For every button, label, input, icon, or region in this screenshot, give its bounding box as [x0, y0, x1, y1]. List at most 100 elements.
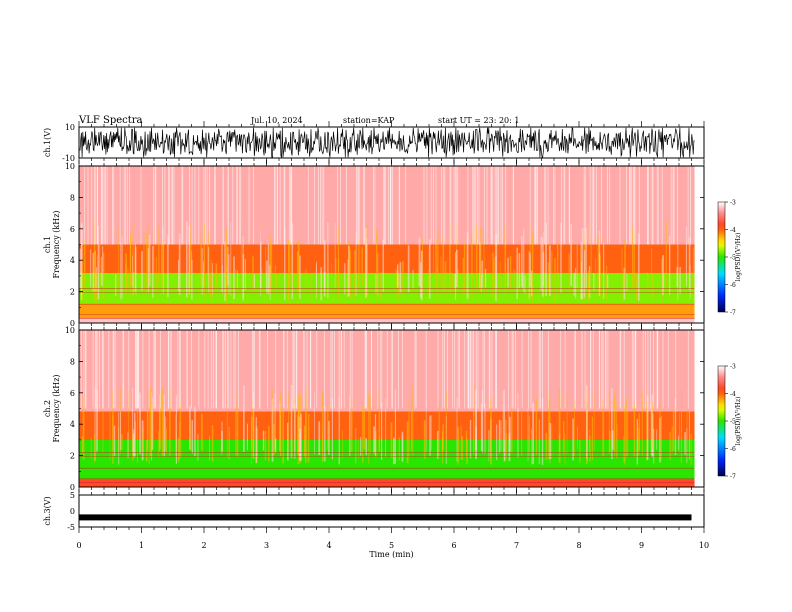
sp2-white-streak: [213, 330, 214, 409]
sp2-spectral-streak: [305, 398, 307, 464]
sp2-spectral-streak: [456, 397, 458, 462]
sp2-white-streak: [491, 330, 493, 409]
sp2-white-streak: [122, 330, 124, 409]
sp2-spectral-streak: [134, 421, 137, 457]
sp2-white-streak: [168, 330, 169, 409]
sp1-white-streak: [545, 166, 547, 245]
sp1-white-streak: [140, 166, 142, 245]
sp2-spectral-streak: [429, 415, 431, 456]
sp1-ytick-label: 10: [65, 162, 75, 171]
sp1-colorbar-tick-label: -5: [730, 255, 736, 262]
sp1-white-streak: [91, 166, 93, 245]
sp1-spectrum-field: [79, 166, 695, 323]
sp1-spectral-streak: [584, 250, 586, 298]
sp1-white-streak: [453, 166, 455, 245]
sp1-spectral-streak: [626, 274, 628, 292]
sp2-spectral-streak: [465, 430, 468, 458]
x-tick-label: 10: [699, 541, 709, 550]
sp1-white-streak: [444, 166, 446, 245]
sp2-spectral-streak: [480, 403, 483, 451]
sp1-ylabel-channel: ch.1: [43, 236, 52, 253]
sp1-spectral-streak: [191, 260, 193, 300]
sp1-spectral-streak: [225, 229, 228, 294]
sp2-white-streak: [216, 330, 217, 409]
sp1-white-streak: [657, 166, 659, 245]
sp2-spectral-streak: [611, 388, 613, 460]
sp2-white-streak: [177, 330, 179, 409]
sp2-spectral-streak: [589, 429, 590, 453]
sp1-white-streak: [169, 166, 170, 245]
sp1-spectral-streak: [153, 229, 155, 288]
sp2-white-streak: [381, 330, 383, 409]
x-axis-label: Time (min): [369, 550, 413, 559]
sp1-spectral-streak: [632, 227, 634, 287]
sp2-spectral-streak: [280, 392, 282, 457]
sp2-spectral-streak: [679, 412, 680, 454]
sp2-spectral-streak: [378, 389, 381, 452]
sp1-white-streak: [240, 166, 242, 245]
sp1-white-streak: [248, 166, 250, 245]
sp2-spectral-streak: [508, 432, 511, 462]
sp2-white-streak: [234, 330, 236, 409]
sp1-white-streak: [162, 166, 163, 245]
sp2-white-streak: [662, 330, 664, 409]
sp2-white-streak: [215, 330, 217, 409]
sp1-white-streak: [583, 166, 585, 245]
sp2-spectral-streak: [548, 389, 550, 459]
sp2-spectral-streak: [303, 425, 306, 457]
sp1-spectral-streak: [507, 257, 509, 288]
sp2-spectral-streak: [498, 419, 501, 454]
ch3-waveform-frame: [78, 494, 705, 528]
sp1-white-streak: [652, 166, 654, 245]
sp2-spectral-streak: [624, 410, 626, 463]
x-tick-label: 3: [264, 541, 269, 550]
sp1-spectral-streak: [530, 270, 533, 297]
sp1-white-streak: [449, 166, 451, 245]
sp1-spectral-streak: [83, 239, 86, 288]
sp2-spectral-streak: [686, 428, 688, 463]
sp1-spectral-streak: [99, 227, 101, 299]
sp2-spectral-streak: [273, 423, 275, 455]
sp2-white-streak: [657, 330, 659, 409]
sp1-white-streak: [633, 166, 635, 245]
sp1-spectral-streak: [688, 236, 691, 290]
sp2-white-streak: [258, 330, 260, 409]
sp2-spectral-streak: [437, 430, 439, 459]
sp1-spectral-streak: [521, 236, 523, 287]
sp1-spectral-streak: [590, 223, 592, 298]
sp2-spectral-streak: [496, 424, 498, 460]
sp1-spectral-streak: [449, 223, 451, 294]
sp1-white-streak: [153, 166, 155, 245]
sp1-spectral-streak: [102, 252, 105, 297]
sp1-spectral-streak: [162, 227, 164, 294]
sp1-white-streak: [497, 166, 499, 245]
sp1-spectral-streak: [633, 234, 635, 289]
sp1-white-streak: [500, 166, 502, 245]
sp2-white-streak: [564, 330, 566, 409]
sp2-spectral-streak: [423, 420, 426, 459]
sp2-spectral-streak: [656, 429, 658, 450]
sp2-spectral-streak: [256, 428, 258, 459]
sp1-spectral-streak: [335, 258, 337, 286]
sp1-white-streak: [492, 166, 494, 245]
sp2-white-streak: [252, 330, 254, 409]
date-label: Jul. 10, 2024: [250, 116, 303, 125]
sp1-spectral-streak: [529, 253, 531, 287]
sp1-ylabel-frequency: Frequency (kHz): [52, 210, 61, 278]
sp1-spectral-streak: [152, 246, 154, 298]
sp2-white-streak: [238, 330, 239, 409]
sp2-white-streak: [316, 330, 318, 409]
sp2-white-streak: [635, 330, 636, 409]
sp2-white-streak: [123, 330, 125, 409]
sp1-spectral-streak: [603, 242, 605, 299]
sp2-spectral-streak: [365, 438, 367, 456]
sp1-spectral-streak: [606, 265, 608, 300]
sp2-spectral-streak: [577, 426, 578, 450]
sp2-spectral-streak: [271, 388, 273, 456]
sp1-white-streak: [433, 166, 434, 245]
sp1-spectral-streak: [147, 248, 149, 293]
sp2-spectral-streak: [461, 436, 464, 460]
sp2-spectral-streak: [118, 412, 120, 465]
sp1-spectral-streak: [265, 247, 266, 293]
sp1-white-streak: [181, 166, 183, 245]
